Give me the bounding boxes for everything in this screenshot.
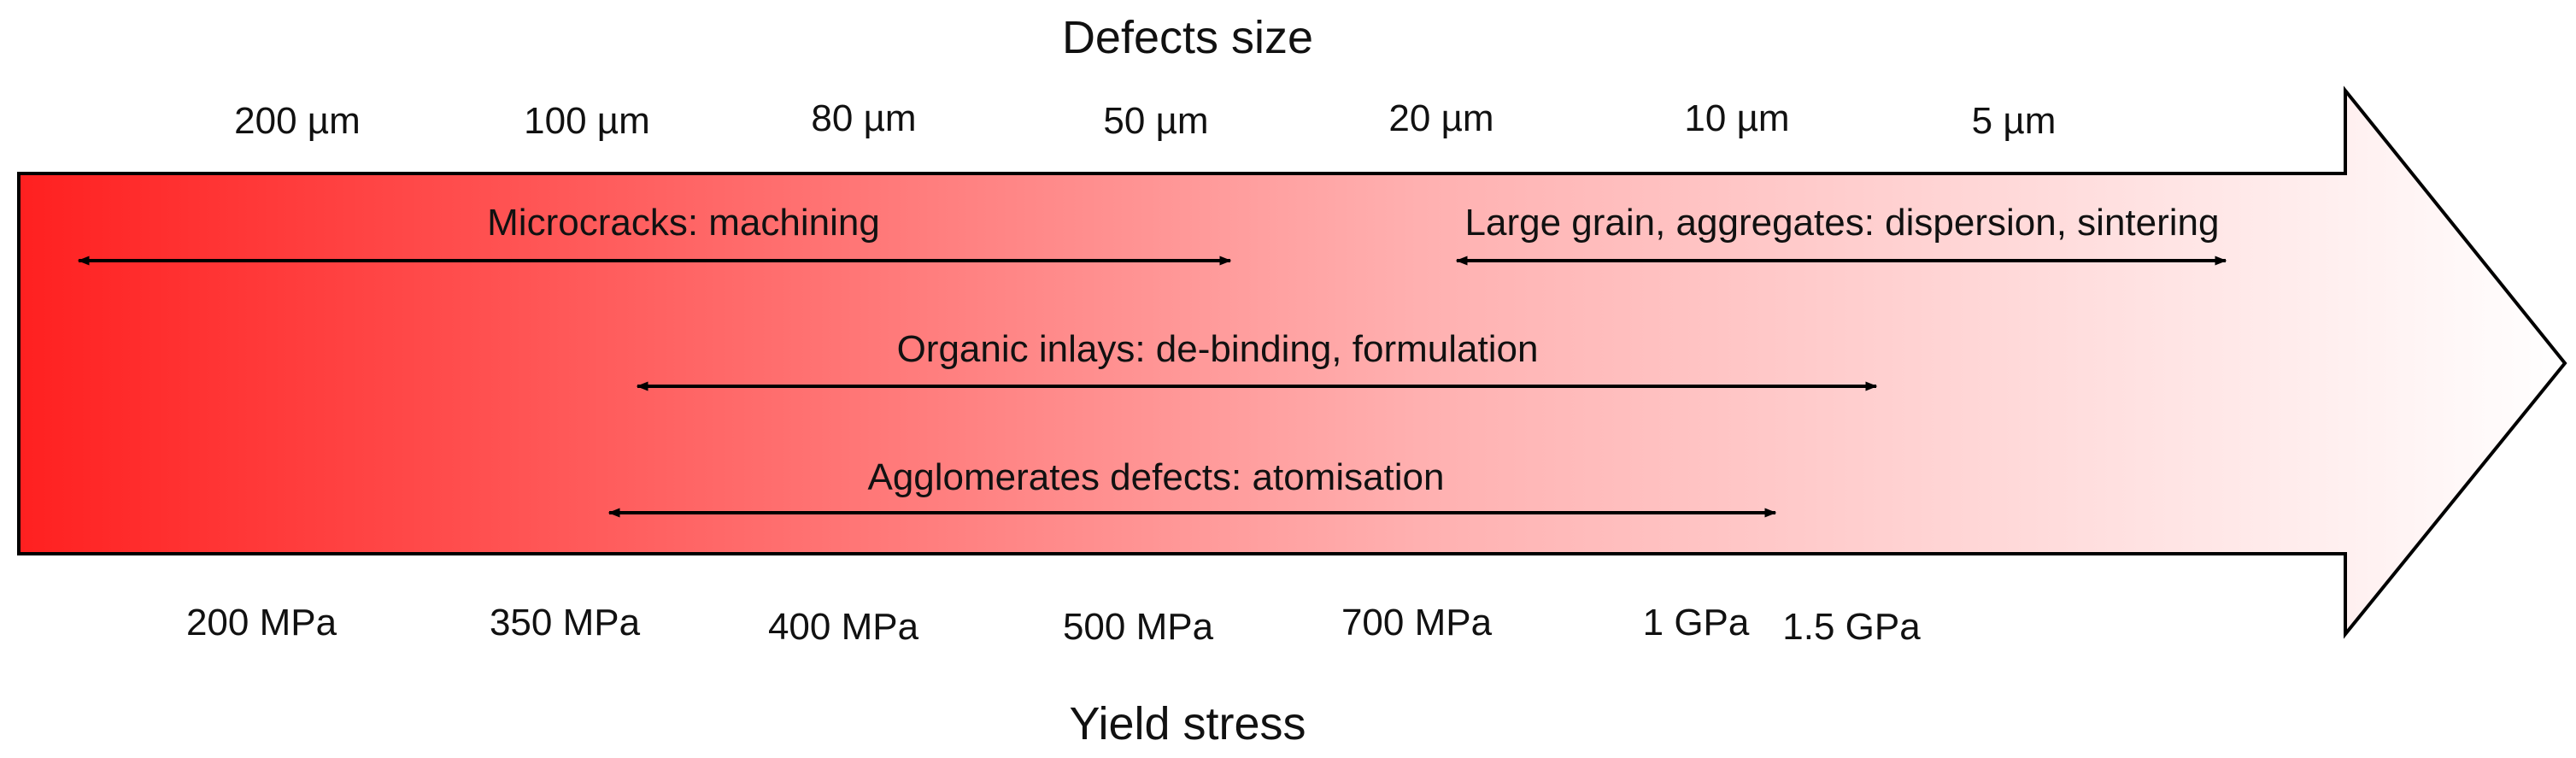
defect-size-label: 10 µm — [1684, 97, 1789, 139]
range-label-microcracks: Microcracks: machining — [487, 202, 880, 244]
range-label-agglomerates: Agglomerates defects: atomisation — [867, 456, 1444, 498]
yield-stress-label: 1 GPa — [1643, 602, 1750, 643]
defect-size-label: 200 µm — [234, 100, 361, 142]
defect-size-label: 5 µm — [1972, 100, 2057, 142]
defect-size-label: 100 µm — [524, 100, 650, 142]
yield-stress-label: 200 MPa — [186, 602, 337, 643]
defect-size-label: 20 µm — [1388, 97, 1493, 139]
big-arrow — [17, 85, 2567, 639]
yield-stress-label: 350 MPa — [490, 602, 641, 643]
defect-size-label: 80 µm — [811, 97, 916, 139]
range-label-large-grain: Large grain, aggregates: dispersion, sin… — [1465, 202, 2220, 244]
range-label-organic-inlays: Organic inlays: de-binding, formulation — [897, 328, 1539, 370]
yield-stress-label: 400 MPa — [768, 606, 919, 648]
defect-size-label: 50 µm — [1103, 100, 1208, 142]
yield-stress-label: 500 MPa — [1063, 606, 1214, 648]
top-axis-title: Defects size — [1062, 12, 1313, 63]
yield-stress-label: 700 MPa — [1341, 602, 1493, 643]
yield-stress-label: 1.5 GPa — [1782, 606, 1921, 648]
bottom-axis-title: Yield stress — [1069, 698, 1306, 749]
